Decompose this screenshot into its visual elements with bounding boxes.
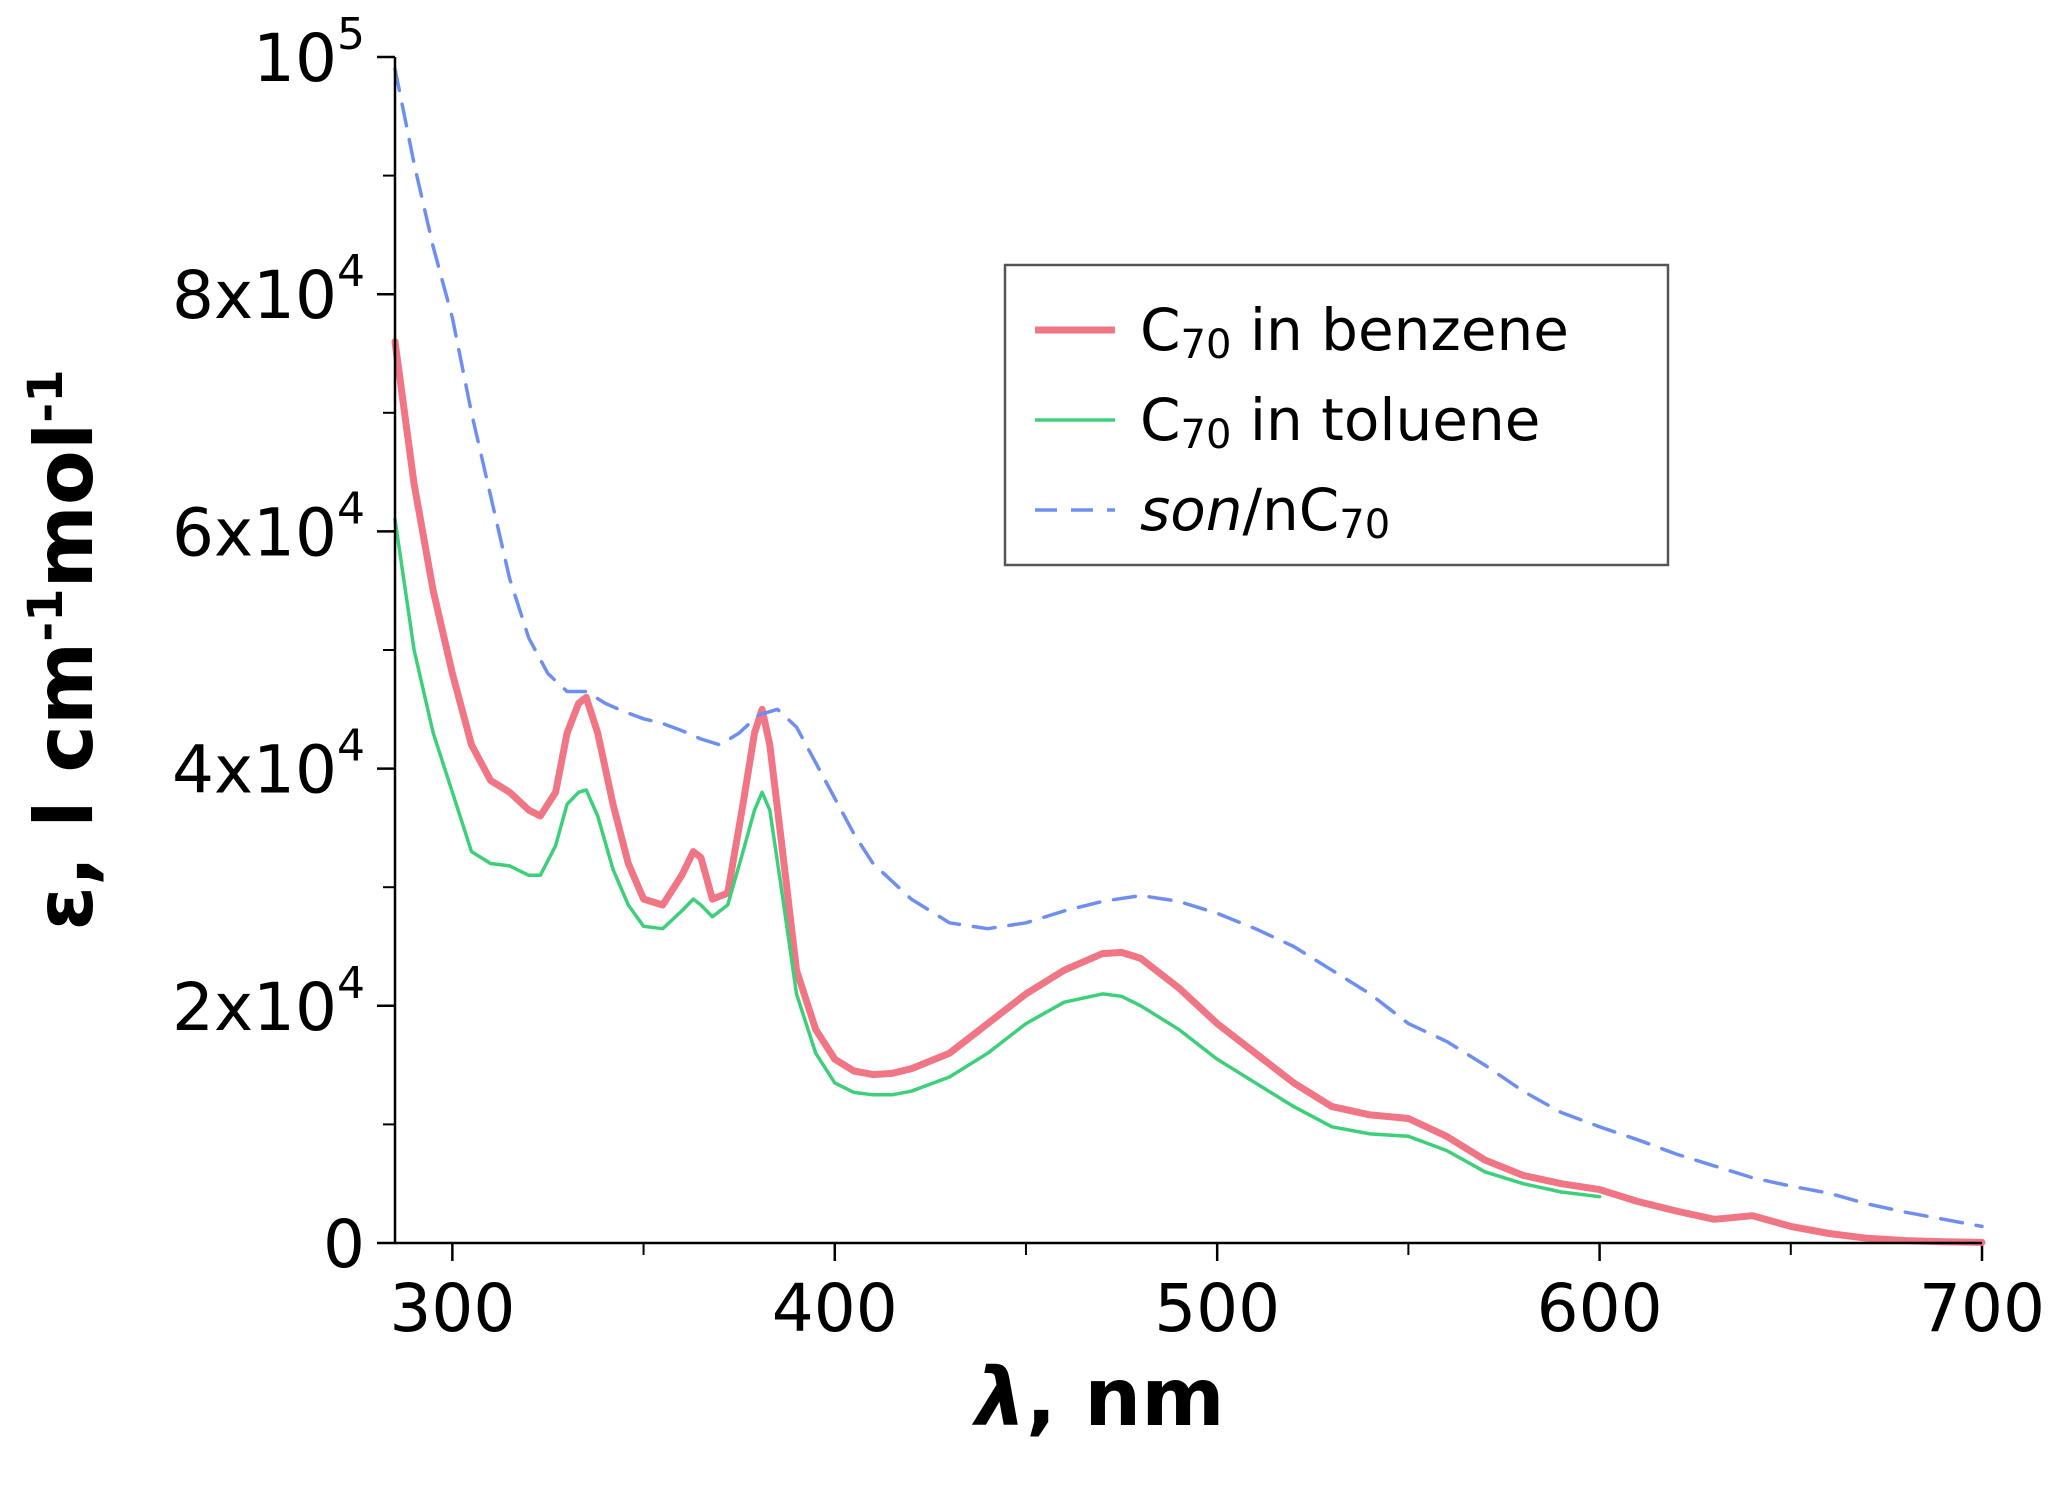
series-line-1 <box>391 338 1986 1246</box>
legend-label-2: C70 in toluene <box>1140 386 1540 458</box>
y-tick-exponent: 4 <box>337 483 365 534</box>
y-tick-mantissa: 6x10 <box>172 494 337 571</box>
y-tick-mantissa: 0 <box>323 1206 365 1283</box>
y-axis-exp-1: -1 <box>18 588 74 641</box>
x-tick-label: 600 <box>1537 1270 1663 1347</box>
legend-label-3: son/nC70 <box>1140 476 1390 548</box>
axes <box>393 57 1982 1245</box>
legend-label-part: C <box>1140 296 1181 364</box>
legend-label-1: C70 in benzene <box>1140 296 1569 368</box>
legend-box <box>1003 263 1670 567</box>
y-tick-label: 8x104 <box>172 246 365 334</box>
y-tick-mantissa: 4x10 <box>172 732 337 809</box>
series-line-3 <box>393 67 1984 1229</box>
y-tick-exponent: 5 <box>337 9 365 60</box>
x-tick-label: 700 <box>1919 1270 2045 1347</box>
y-tick-mantissa: 8x10 <box>172 257 337 334</box>
y-axis-unit-2: mol <box>18 423 111 589</box>
x-axis-title: λ, nm <box>971 1351 1224 1444</box>
y-tick-mantissa: 10 <box>253 20 337 97</box>
x-tick-label: 400 <box>772 1270 898 1347</box>
x-axis-unit: , nm <box>1026 1351 1225 1444</box>
x-tick-labels: 300 400 500 600 700 <box>389 1270 2045 1347</box>
x-tick-label: 300 <box>389 1270 515 1347</box>
x-axis-symbol: λ <box>971 1351 1026 1444</box>
x-tick-label: 500 <box>1154 1270 1280 1347</box>
series-lines <box>391 67 1986 1246</box>
legend-label-part: in toluene <box>1231 386 1540 454</box>
series-line-2 <box>393 517 1602 1199</box>
y-axis-exp-2: -1 <box>18 369 74 422</box>
legend-label-part: /nC <box>1242 476 1339 544</box>
legend-label-part: 70 <box>1181 412 1232 458</box>
y-tick-label: 0 <box>323 1206 365 1283</box>
y-tick-mantissa: 2x10 <box>172 969 337 1046</box>
tick-marks <box>377 55 1984 1261</box>
y-axis-title: ε, l cm-1mol-1 <box>18 369 111 930</box>
y-tick-exponent: 4 <box>337 246 365 297</box>
y-tick-exponent: 4 <box>337 721 365 772</box>
y-tick-label: 6x104 <box>172 483 365 571</box>
y-tick-exponent: 4 <box>337 958 365 1009</box>
legend-label-part: in benzene <box>1231 296 1569 364</box>
y-tick-label: 4x104 <box>172 721 365 809</box>
y-tick-label: 105 <box>253 9 365 97</box>
legend-label-part: C <box>1140 386 1181 454</box>
legend-label-part: 70 <box>1339 502 1390 548</box>
y-axis-symbol: ε <box>18 886 111 931</box>
legend-label-part: 70 <box>1181 322 1232 368</box>
legend-label-part: son <box>1140 476 1242 544</box>
y-axis-unit-1: , l cm <box>18 642 111 886</box>
y-tick-label: 2x104 <box>172 958 365 1046</box>
